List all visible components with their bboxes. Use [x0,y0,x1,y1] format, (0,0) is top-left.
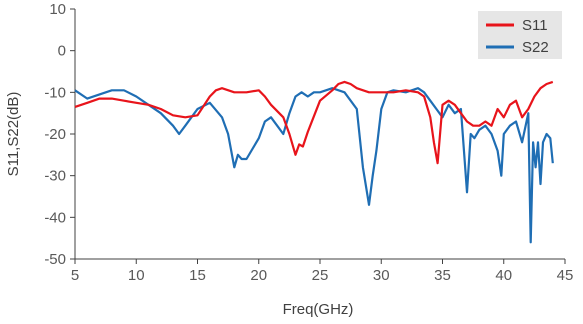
legend-label-s11: S11 [522,17,548,34]
x-tick-label: 15 [189,267,206,284]
axes: 10 0 -10 -20 -30 -40 -50 5 10 15 20 25 30 35 40 45 [44,1,573,284]
y-tick-label: -10 [44,84,66,101]
y-tick-label: 0 [58,43,66,60]
y-tick-label: -30 [44,168,66,185]
x-tick-label: 40 [495,267,512,284]
x-tick-label: 10 [128,267,145,284]
series-line-s22 [74,87,554,244]
y-tick-label: -50 [44,251,66,268]
legend-label-s22: S22 [522,39,549,56]
x-tick-label: 30 [373,267,390,284]
x-tick-label: 5 [71,267,79,284]
legend-box [478,11,562,59]
series-line-s11 [74,80,554,165]
y-tick-label: -20 [44,126,66,143]
x-tick-label: 25 [312,267,329,284]
x-axis-label: Freq(GHz) [283,301,354,318]
y-tick-label: 10 [49,1,66,18]
x-tick-label: 20 [250,267,267,284]
x-tick-label: 45 [557,267,574,284]
y-axis-label: S11,S22(dB) [5,92,22,177]
x-tick-label: 35 [434,267,451,284]
y-tick-label: -40 [44,209,66,226]
series-lines [74,80,554,244]
